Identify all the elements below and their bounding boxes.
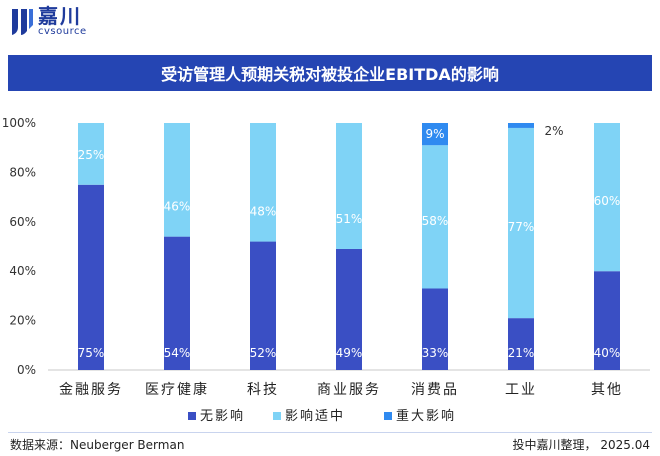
data-label: 77% bbox=[508, 220, 535, 234]
bar-segment bbox=[508, 318, 534, 370]
legend-swatch bbox=[384, 412, 392, 420]
data-label: 75% bbox=[78, 346, 105, 360]
data-label: 46% bbox=[164, 200, 191, 214]
bar-segment bbox=[508, 123, 534, 128]
legend-label: 影响适中 bbox=[285, 408, 345, 424]
data-label: 21% bbox=[508, 346, 535, 360]
brand-name-en: cvsource bbox=[38, 26, 87, 37]
y-tick-label: 20% bbox=[9, 314, 36, 328]
y-tick-label: 80% bbox=[9, 165, 36, 179]
bar-segment bbox=[250, 123, 276, 242]
x-tick-label: 金融服务 bbox=[59, 382, 123, 398]
y-tick-label: 60% bbox=[9, 215, 36, 229]
legend-label: 重大影响 bbox=[396, 408, 456, 424]
bar-segment bbox=[164, 123, 190, 237]
bar-segment bbox=[422, 145, 448, 289]
data-label: 33% bbox=[422, 346, 449, 360]
bar-segment bbox=[594, 123, 620, 272]
bar-segment bbox=[164, 236, 190, 370]
x-tick-label: 科技 bbox=[247, 382, 279, 398]
chart-title: 受访管理人预期关税对被投企业EBITDA的影响 bbox=[8, 55, 652, 91]
cvsource-logo-icon bbox=[12, 8, 33, 35]
x-tick-label: 医疗健康 bbox=[145, 381, 209, 398]
legend-swatch bbox=[273, 412, 281, 420]
x-tick-label: 其他 bbox=[591, 382, 623, 398]
bar-segment bbox=[336, 123, 362, 249]
legend-swatch bbox=[188, 412, 196, 420]
bar-segment bbox=[250, 241, 276, 370]
y-tick-label: 40% bbox=[9, 264, 36, 278]
x-tick-label: 消费品 bbox=[411, 382, 459, 398]
footer-source: 数据来源：Neuberger Berman bbox=[10, 438, 185, 452]
data-label: 58% bbox=[422, 214, 449, 228]
data-label: 49% bbox=[336, 346, 363, 360]
bar-segment bbox=[78, 123, 104, 185]
brand-logo: 嘉川 cvsource bbox=[10, 6, 87, 37]
data-label: 54% bbox=[164, 346, 191, 360]
footer-credit: 投中嘉川整理， 2025.04 bbox=[512, 438, 650, 452]
bar-segment bbox=[336, 248, 362, 370]
data-label: 40% bbox=[594, 346, 621, 360]
bar-segment bbox=[422, 288, 448, 370]
bar-segment bbox=[508, 127, 534, 319]
data-label: 25% bbox=[78, 148, 105, 162]
data-label: 2% bbox=[544, 124, 563, 138]
data-label: 9% bbox=[425, 127, 444, 141]
brand-name-cn: 嘉川 bbox=[38, 4, 82, 28]
stacked-bar-chart: 0% 20% 40% 60% 80% 100% 75% 25% 金融服务 54% 46% 医疗健康 52… bbox=[2, 116, 650, 424]
bar-segment bbox=[78, 184, 104, 370]
footer-divider bbox=[8, 432, 652, 433]
data-label: 52% bbox=[250, 346, 277, 360]
bar-segment bbox=[422, 123, 448, 146]
data-label: 48% bbox=[250, 205, 277, 219]
data-label: 60% bbox=[594, 194, 621, 208]
x-tick-label: 工业 bbox=[505, 382, 537, 398]
y-tick-label: 0% bbox=[17, 363, 36, 377]
bar-segment bbox=[594, 271, 620, 370]
legend-label: 无影响 bbox=[200, 408, 245, 424]
x-tick-label: 商业服务 bbox=[317, 382, 381, 398]
y-tick-label: 100% bbox=[2, 116, 36, 130]
data-label: 51% bbox=[336, 212, 363, 226]
